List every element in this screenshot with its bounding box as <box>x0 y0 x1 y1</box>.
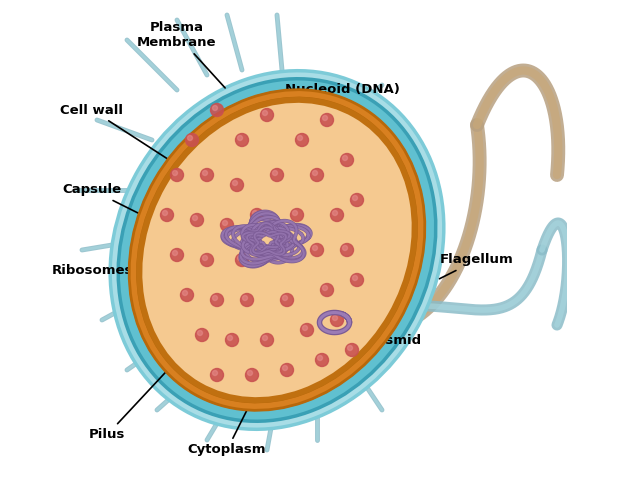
Circle shape <box>172 170 178 175</box>
Circle shape <box>318 356 323 360</box>
Circle shape <box>231 178 243 192</box>
Circle shape <box>332 210 337 216</box>
Circle shape <box>252 210 257 216</box>
Circle shape <box>311 168 323 181</box>
Circle shape <box>351 194 363 206</box>
Circle shape <box>280 294 294 306</box>
Circle shape <box>351 274 363 286</box>
Circle shape <box>250 208 264 222</box>
Circle shape <box>181 288 193 302</box>
Circle shape <box>195 328 209 342</box>
Circle shape <box>311 244 323 256</box>
Circle shape <box>190 214 204 226</box>
Circle shape <box>321 114 333 126</box>
Circle shape <box>323 116 328 120</box>
Circle shape <box>340 154 354 166</box>
Circle shape <box>323 286 328 290</box>
Circle shape <box>240 294 254 306</box>
Circle shape <box>271 244 283 256</box>
Circle shape <box>186 134 198 146</box>
Circle shape <box>183 290 188 296</box>
Circle shape <box>210 104 224 117</box>
Circle shape <box>261 334 273 346</box>
Circle shape <box>212 106 217 110</box>
Circle shape <box>330 314 344 326</box>
Circle shape <box>346 344 358 356</box>
Circle shape <box>321 284 333 296</box>
Circle shape <box>212 370 217 376</box>
Circle shape <box>316 354 328 366</box>
Circle shape <box>171 248 183 262</box>
Circle shape <box>330 208 344 222</box>
Circle shape <box>223 220 228 226</box>
Circle shape <box>235 134 249 146</box>
Text: Plasma
Membrane: Plasma Membrane <box>137 21 225 88</box>
Circle shape <box>273 170 278 175</box>
Circle shape <box>238 136 242 140</box>
Circle shape <box>290 208 304 222</box>
Circle shape <box>353 196 358 200</box>
Circle shape <box>261 108 273 122</box>
Circle shape <box>271 168 283 181</box>
Circle shape <box>171 168 183 181</box>
Text: Ribosomes: Ribosomes <box>51 260 174 276</box>
Circle shape <box>242 296 247 300</box>
Circle shape <box>188 136 193 140</box>
Circle shape <box>313 246 318 250</box>
Circle shape <box>347 346 353 350</box>
Circle shape <box>332 316 337 320</box>
Circle shape <box>210 294 224 306</box>
Circle shape <box>292 210 297 216</box>
Circle shape <box>228 336 233 340</box>
Text: Cytoplasm: Cytoplasm <box>188 392 266 456</box>
Circle shape <box>297 136 302 140</box>
Circle shape <box>162 210 167 216</box>
Circle shape <box>342 156 347 160</box>
Circle shape <box>353 276 358 280</box>
Circle shape <box>238 256 242 260</box>
Circle shape <box>295 134 309 146</box>
Circle shape <box>210 368 224 382</box>
Circle shape <box>280 364 294 376</box>
Circle shape <box>245 368 259 382</box>
Circle shape <box>283 366 287 370</box>
Text: Flagellum: Flagellum <box>439 254 514 279</box>
Circle shape <box>202 170 207 175</box>
Circle shape <box>233 180 238 186</box>
Circle shape <box>198 330 202 336</box>
Circle shape <box>247 370 252 376</box>
Ellipse shape <box>142 103 411 397</box>
Circle shape <box>313 170 318 175</box>
Circle shape <box>283 296 287 300</box>
Circle shape <box>226 334 238 346</box>
Circle shape <box>200 168 214 181</box>
Circle shape <box>273 246 278 250</box>
Circle shape <box>160 208 174 222</box>
Circle shape <box>200 254 214 266</box>
Circle shape <box>235 254 249 266</box>
Circle shape <box>262 110 268 116</box>
Text: Nucleoid (DNA): Nucleoid (DNA) <box>285 84 399 237</box>
Circle shape <box>342 246 347 250</box>
Text: Plasmid: Plasmid <box>330 321 422 346</box>
Circle shape <box>262 336 268 340</box>
Circle shape <box>302 326 307 330</box>
Text: Pilus: Pilus <box>89 362 175 442</box>
Circle shape <box>212 296 217 300</box>
Text: Cell wall: Cell wall <box>60 104 175 164</box>
Circle shape <box>193 216 198 220</box>
Circle shape <box>202 256 207 260</box>
Circle shape <box>172 250 178 256</box>
Text: Capsule: Capsule <box>62 184 150 219</box>
Circle shape <box>221 218 233 232</box>
Circle shape <box>301 324 313 336</box>
Circle shape <box>340 244 354 256</box>
